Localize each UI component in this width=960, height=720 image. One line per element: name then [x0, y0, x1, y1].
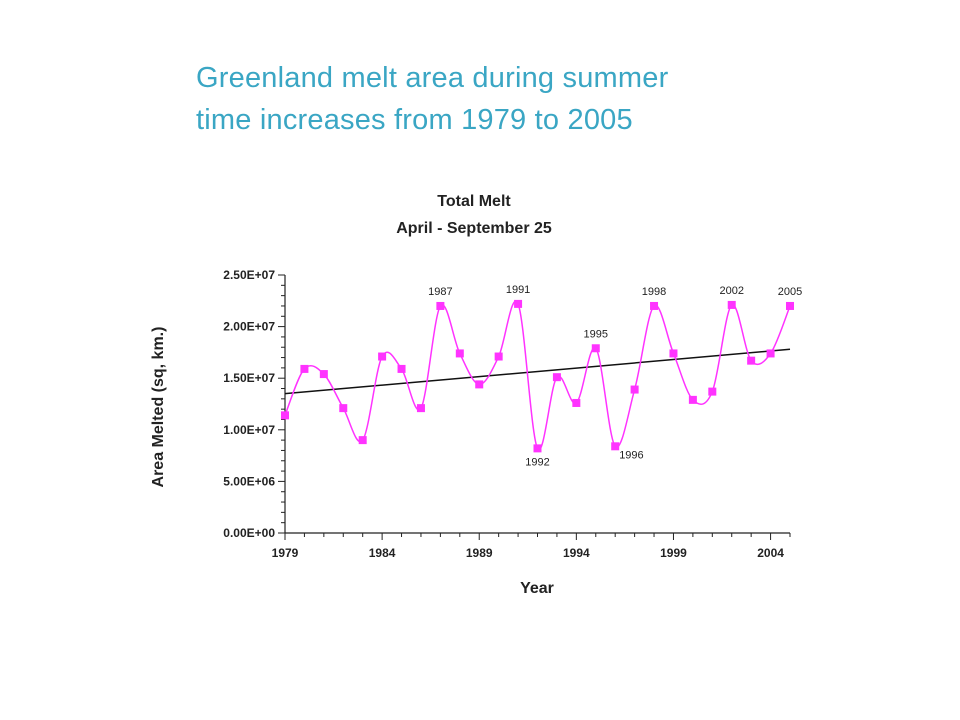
chart-title: Total Melt: [437, 193, 511, 210]
data-point: [552, 373, 561, 382]
point-label: 1992: [525, 456, 549, 468]
point-label: 1996: [619, 449, 643, 461]
x-tick-label: 1979: [272, 546, 299, 560]
x-tick-label: 1989: [466, 546, 493, 560]
data-point: [455, 349, 464, 358]
trend-layer: [284, 348, 791, 395]
data-point: [611, 442, 620, 451]
data-point: [630, 385, 639, 394]
slide-title: Greenland melt area during summer time i…: [196, 57, 836, 141]
data-point: [319, 370, 328, 379]
slide-title-line-1: Greenland melt area during summer: [196, 62, 669, 94]
data-point: [650, 301, 659, 310]
data-point: [494, 352, 503, 361]
data-point: [786, 301, 794, 310]
y-axis-label: Area Melted (sq, km.): [150, 327, 167, 488]
data-point: [281, 411, 289, 420]
point-label: 2002: [719, 285, 743, 297]
data-point: [747, 356, 756, 365]
data-point: [397, 364, 406, 373]
data-point: [727, 300, 736, 309]
point-label: 1998: [642, 286, 666, 298]
data-point: [300, 364, 309, 373]
series-layer: [281, 299, 794, 453]
data-point: [475, 380, 484, 389]
x-tick-label: 1984: [369, 546, 396, 560]
data-point: [766, 349, 775, 358]
x-tick-label: 2004: [757, 546, 784, 560]
melt-area-line: [284, 300, 791, 451]
data-point: [358, 436, 367, 445]
data-point: [416, 404, 425, 413]
y-tick-label: 0.00E+00: [223, 526, 275, 540]
data-point: [688, 395, 697, 404]
slide-title-line-2: time increases from 1979 to 2005: [196, 104, 633, 136]
y-tick-label: 5.00E+06: [223, 474, 275, 488]
x-axis-label: Year: [520, 580, 554, 597]
y-tick-label: 1.50E+07: [223, 371, 275, 385]
data-point: [669, 349, 678, 358]
x-tick-label: 1994: [563, 546, 590, 560]
point-label: 1995: [584, 328, 608, 340]
data-point: [514, 299, 523, 308]
data-point: [708, 387, 717, 396]
data-point: [533, 444, 542, 453]
data-point: [572, 398, 581, 407]
x-tick-label: 1999: [660, 546, 687, 560]
y-tick-label: 2.00E+07: [223, 320, 275, 334]
chart-subtitle: April - September 25: [396, 220, 552, 237]
annotation-layer: 1987 1991 1992 1995 1996 1998 2002 2005: [428, 284, 802, 468]
data-point: [378, 352, 387, 361]
point-label: 1991: [506, 284, 530, 296]
y-tick-label: 1.00E+07: [223, 423, 275, 437]
trend-line: [284, 348, 791, 395]
y-tick-label: 2.50E+07: [223, 268, 275, 282]
data-point: [436, 301, 445, 310]
data-point: [339, 404, 348, 413]
data-point: [591, 344, 600, 353]
chart-axes: 0.00E+00 5.00E+06 1.00E+07 1.50E+07 2.00E+07…: [223, 268, 791, 560]
point-label: 1987: [428, 286, 452, 298]
point-label: 2005: [778, 286, 802, 298]
